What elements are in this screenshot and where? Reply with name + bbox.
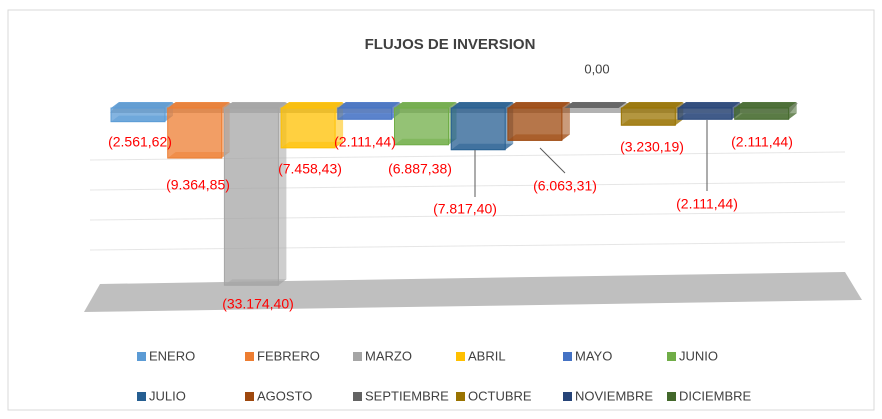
legend-label: ABRIL	[468, 348, 506, 363]
legend-label: DICIEMBRE	[679, 388, 752, 403]
bar	[394, 107, 449, 146]
data-label: 0,00	[584, 61, 609, 76]
chart-frame	[7, 9, 875, 411]
legend-label: JULIO	[149, 388, 186, 403]
bar-cap	[451, 102, 514, 108]
data-label: (3.230,19)	[620, 139, 684, 155]
legend-label: SEPTIEMBRE	[365, 388, 449, 403]
bar	[167, 107, 223, 159]
bar-cap	[564, 102, 627, 108]
legend-label: JUNIO	[679, 348, 718, 363]
bar-cap	[734, 102, 797, 108]
bar	[677, 107, 733, 120]
data-label: (2.111,44)	[731, 134, 793, 150]
chart-title: FLUJOS DE INVERSION	[365, 36, 536, 53]
grid-lines	[89, 151, 846, 251]
data-label: (7.817,40)	[433, 201, 497, 217]
bar-cap	[621, 102, 684, 108]
data-label: (7.458,43)	[278, 161, 342, 177]
data-label: (2.561,62)	[108, 134, 172, 150]
bar	[223, 107, 279, 286]
legend-label: MARZO	[365, 348, 412, 363]
legend-swatch	[667, 392, 676, 401]
data-label: (2.111,44)	[334, 134, 396, 150]
bar-cap	[281, 102, 344, 108]
bar	[450, 107, 506, 151]
legend-label: ENERO	[149, 348, 195, 363]
data-label: (6.887,38)	[388, 161, 452, 177]
legend-swatch	[353, 392, 362, 401]
bar-cap	[394, 102, 457, 108]
data-label: (33.174,40)	[222, 296, 294, 312]
legend-label: NOVIEMBRE	[575, 388, 653, 403]
bar-cap	[224, 102, 287, 108]
bar-cap	[337, 102, 400, 108]
legend-swatch	[137, 352, 146, 361]
legend-swatch	[667, 352, 676, 361]
legend-swatch	[245, 352, 254, 361]
bar	[507, 107, 563, 141]
legend-label: MAYO	[575, 348, 612, 363]
legend-swatch	[563, 352, 572, 361]
legend-swatch	[137, 392, 146, 401]
bar	[620, 107, 676, 126]
leader-line	[539, 147, 566, 174]
bar-cap	[678, 102, 740, 108]
bar	[110, 107, 166, 123]
legend-label: AGOSTO	[257, 388, 312, 403]
bar-side	[561, 102, 570, 141]
legend-swatch	[456, 352, 465, 361]
legend-label: OCTUBRE	[468, 388, 532, 403]
bar	[734, 107, 790, 120]
data-label: (2.111,44)	[676, 196, 738, 212]
bar-cap	[111, 102, 173, 108]
legend-label: FEBRERO	[257, 348, 320, 363]
legend-swatch	[563, 392, 572, 401]
bar	[280, 107, 336, 149]
bar	[337, 107, 393, 120]
bar-cap	[507, 102, 570, 108]
data-label: (9.364,85)	[166, 177, 230, 193]
legend-swatch	[456, 392, 465, 401]
legend-swatch	[245, 392, 254, 401]
data-label: (6.063,31)	[533, 178, 597, 194]
legend-swatch	[353, 352, 362, 361]
bar-cap	[167, 102, 230, 108]
